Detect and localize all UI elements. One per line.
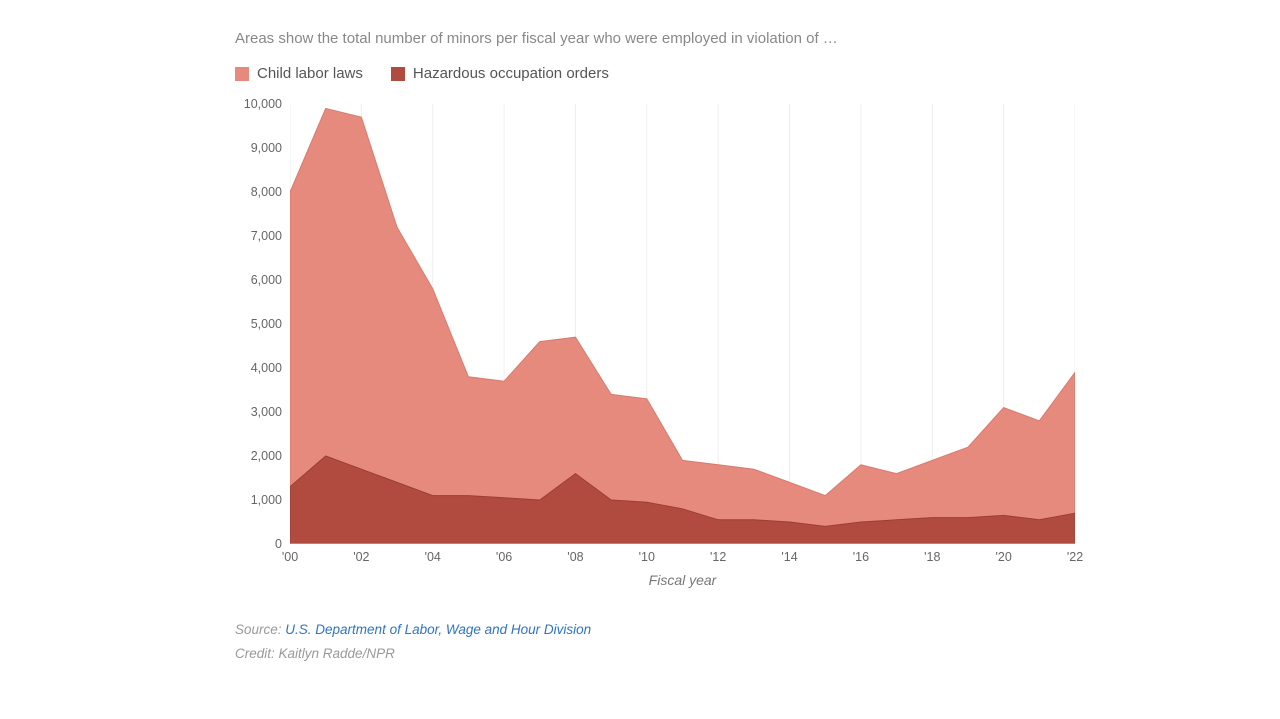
legend: Child labor laws Hazardous occupation or… [235,65,1075,82]
y-axis: 01,0002,0003,0004,0005,0006,0007,0008,00… [235,104,290,544]
x-tick-label: '04 [425,550,441,564]
source-line: Source: U.S. Department of Labor, Wage a… [235,618,1075,642]
x-tick-label: '20 [995,550,1011,564]
y-tick-label: 4,000 [251,361,282,375]
y-tick-label: 2,000 [251,449,282,463]
chart-footer: Source: U.S. Department of Labor, Wage a… [235,618,1075,667]
x-tick-label: '16 [853,550,869,564]
chart-container: Areas show the total number of minors pe… [235,30,1075,667]
y-tick-label: 9,000 [251,141,282,155]
x-tick-label: '06 [496,550,512,564]
chart-subtitle: Areas show the total number of minors pe… [235,30,1075,47]
y-tick-label: 7,000 [251,229,282,243]
source-label: Source: [235,622,285,637]
y-tick-label: 5,000 [251,317,282,331]
source-link[interactable]: U.S. Department of Labor, Wage and Hour … [285,622,591,637]
x-axis-label: Fiscal year [290,572,1075,588]
x-tick-label: '22 [1067,550,1083,564]
legend-item-hazardous: Hazardous occupation orders [391,65,609,82]
x-tick-label: '14 [781,550,797,564]
y-tick-label: 6,000 [251,273,282,287]
credit-text: Kaitlyn Radde/NPR [279,646,395,661]
x-tick-label: '18 [924,550,940,564]
x-tick-label: '12 [710,550,726,564]
y-tick-label: 1,000 [251,493,282,507]
y-tick-label: 10,000 [244,97,282,111]
credit-line: Credit: Kaitlyn Radde/NPR [235,642,1075,666]
x-tick-label: '08 [567,550,583,564]
legend-swatch [391,67,405,81]
chart-area: 0 1,000 2,000 3,000 4,000 5,000 6,000 7,000 8,00… [235,104,1075,564]
legend-label: Hazardous occupation orders [413,65,609,82]
x-tick-label: '10 [639,550,655,564]
y-tick-label: 0 [275,537,282,551]
x-axis: '00'02'04'06'08'10'12'14'16'18'20'22 [290,544,1075,564]
x-tick-label: '02 [353,550,369,564]
legend-item-child-labor: Child labor laws [235,65,363,82]
area-child-labor-laws [290,108,1075,544]
x-tick-label: '00 [282,550,298,564]
legend-label: Child labor laws [257,65,363,82]
y-tick-label: 3,000 [251,405,282,419]
credit-label: Credit: [235,646,279,661]
plot-svg [290,104,1075,544]
legend-swatch [235,67,249,81]
y-tick-label: 8,000 [251,185,282,199]
